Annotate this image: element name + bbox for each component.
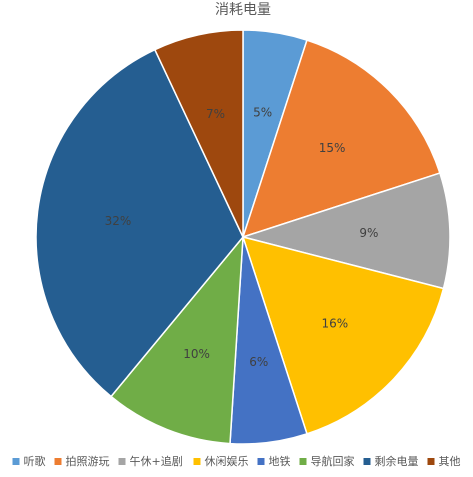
legend-label-6: 导航回家 [311, 454, 355, 468]
legend-swatch-7 [363, 458, 371, 465]
legend-label-2: 拍照游玩 [66, 454, 110, 468]
legend-label-1: 听歌 [24, 454, 46, 468]
legend-label-8: 其他 [439, 455, 461, 468]
legend-swatch-2 [54, 458, 62, 465]
legend-label-3: 午休+追剧 [130, 454, 183, 468]
pie-data-labels: 5% 15% 9% 16% 6% 10% 32% 7% [105, 106, 379, 369]
data-label-4: 16% [322, 316, 349, 330]
data-label-6: 10% [183, 347, 210, 361]
chart-title: 消耗电量 [215, 2, 271, 18]
data-label-8: 7% [206, 107, 225, 121]
legend-label-5: 地铁 [269, 455, 291, 468]
pie-slice-8 [153, 29, 244, 238]
pie-slice-2 [241, 39, 441, 239]
legend-swatch-8 [427, 458, 435, 465]
legend-swatch-6 [299, 458, 307, 465]
data-label-1: 5% [253, 106, 272, 120]
pie-slice-7 [35, 48, 244, 398]
pie-slice-3 [240, 172, 451, 290]
legend-label-4: 休闲娱乐 [205, 454, 249, 468]
pie-slice-4 [241, 235, 445, 435]
data-label-2: 15% [319, 141, 346, 155]
pie-slice-6 [109, 234, 244, 445]
data-label-5: 6% [249, 355, 268, 369]
legend-swatch-5 [257, 458, 265, 465]
pie-slices [35, 29, 451, 445]
legend-swatch-3 [118, 458, 126, 465]
legend-swatch-4 [193, 458, 201, 465]
data-label-3: 9% [359, 226, 378, 240]
legend-swatch-1 [12, 458, 20, 465]
legend-label-7: 剩余电量 [375, 454, 419, 468]
data-label-7: 32% [105, 214, 132, 228]
chart-legend: 听歌 拍照游玩 午休+追剧 休闲娱乐 地铁 导航回家 剩余电量 其他 [12, 454, 461, 468]
